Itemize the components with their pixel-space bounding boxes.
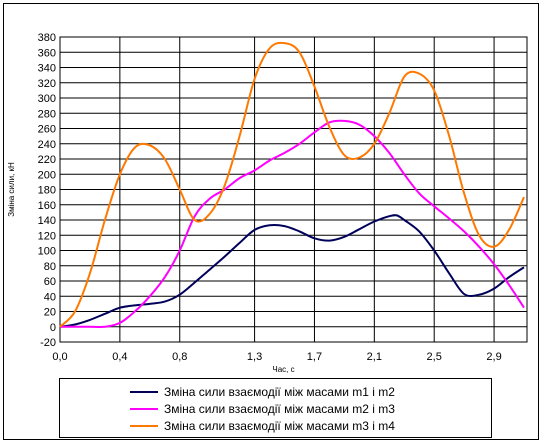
chart: -20 0 20 40 60 80 100 120 140 160 180 200 220 240 260 2…: [7, 32, 528, 374]
legend-swatch-m3-m4: [130, 424, 158, 427]
series-line-m3-m4: [59, 41, 525, 328]
y-tick-label: 360: [38, 47, 56, 59]
y-tick-label: 220: [38, 154, 56, 166]
legend-label-m2-m3: Зміна сили взаємодії між масами m2 і m3: [164, 401, 395, 416]
y-tick-label: 240: [38, 139, 56, 151]
y-axis-label: Зміна сили, кН: [7, 162, 16, 217]
y-tick-label: 140: [38, 215, 56, 227]
x-axis-label: Час, с: [272, 365, 294, 374]
y-tick-label: 160: [38, 200, 56, 212]
legend-label-m1-m2: Зміна сили взаємодії між масами m1 і m2: [164, 384, 395, 399]
x-tick-label: 2,5: [427, 351, 442, 363]
legend-swatch-m1-m2: [130, 390, 158, 393]
y-tick-label: 280: [38, 108, 56, 120]
y-tick-labels: -20 0 20 40 60 80 100 120 140 160 180 200 220 240 260 2…: [38, 32, 56, 349]
y-tick-label: 380: [38, 32, 56, 44]
y-tick-label: 40: [44, 291, 56, 303]
y-tick-label: -20: [40, 337, 56, 349]
x-tick-label: 0,8: [172, 351, 187, 363]
legend-item-m1-m2: Зміна сили взаємодії між масами m1 і m2: [130, 383, 491, 400]
legend-swatch-m2-m3: [130, 407, 158, 410]
y-tick-label: 340: [38, 63, 56, 75]
x-tick-label: 2,1: [367, 351, 382, 363]
legend-item-m3-m4: Зміна сили взаємодії між масами m3 і m4: [130, 417, 491, 434]
x-tick-label: 1,3: [247, 351, 262, 363]
y-tick-label: 60: [44, 276, 56, 288]
y-tick-label: 80: [44, 261, 56, 273]
x-tick-label: 2,9: [486, 351, 501, 363]
series-line-m1-m2: [59, 214, 525, 328]
y-tick-label: 20: [44, 307, 56, 319]
x-tick-labels: 0,0 0,4 0,8 1,3 1,7 2,1 2,5 2,9: [52, 351, 501, 363]
legend-item-m2-m3: Зміна сили взаємодії між масами m2 і m3: [130, 400, 491, 417]
series-line-m2-m3: [60, 119, 525, 329]
grid: [59, 36, 527, 343]
y-tick-label: 0: [50, 322, 56, 334]
series-lines: [59, 41, 525, 329]
chart-frame: -20 0 20 40 60 80 100 120 140 160 180 200 220 240 260 2…: [3, 3, 539, 440]
y-tick-label: 200: [38, 169, 56, 181]
y-tick-label: 260: [38, 124, 56, 136]
x-tick-label: 1,7: [307, 351, 322, 363]
y-tick-label: 180: [38, 185, 56, 197]
legend-label-m3-m4: Зміна сили взаємодії між масами m3 і m4: [164, 418, 395, 433]
y-tick-label: 300: [38, 93, 56, 105]
x-tick-label: 0,0: [52, 351, 67, 363]
x-tick-label: 0,4: [112, 351, 127, 363]
y-tick-label: 100: [38, 246, 56, 258]
y-tick-label: 120: [38, 230, 56, 242]
legend: Зміна сили взаємодії між масами m1 і m2 …: [59, 378, 492, 438]
y-tick-label: 320: [38, 78, 56, 90]
